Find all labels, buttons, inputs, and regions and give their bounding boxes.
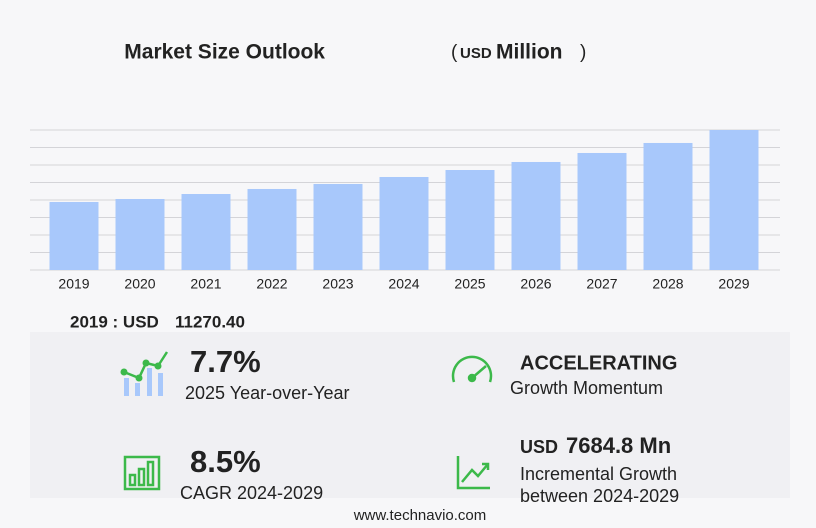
bar bbox=[181, 194, 231, 270]
yoy-value: 7.7% bbox=[190, 344, 261, 379]
x-tick-label: 2028 bbox=[652, 276, 683, 292]
chart-title: Market Size Outlook bbox=[124, 41, 325, 64]
x-tick-label: 2023 bbox=[322, 276, 353, 292]
bar bbox=[643, 142, 693, 270]
incremental-label: Incremental Growth bbox=[520, 464, 677, 484]
bar bbox=[445, 170, 495, 270]
momentum-label: Growth Momentum bbox=[510, 378, 663, 398]
x-tick-label: 2021 bbox=[190, 276, 221, 292]
x-tick-label: 2019 bbox=[58, 276, 89, 292]
momentum-icon bbox=[451, 355, 493, 383]
x-tick-label: 2022 bbox=[256, 276, 287, 292]
stats-panel bbox=[30, 332, 790, 498]
incremental-value: 7684.8 Mn bbox=[566, 433, 671, 458]
bar bbox=[49, 201, 99, 270]
incremental-icon bbox=[456, 456, 490, 490]
base-value: 11270.40 bbox=[175, 312, 245, 331]
momentum-value: ACCELERATING bbox=[520, 352, 677, 374]
cagr-value: 8.5% bbox=[190, 444, 261, 479]
x-tick-label: 2025 bbox=[454, 276, 485, 292]
bar bbox=[115, 198, 165, 270]
bars: 2019 2020 2021 2022 2023 2024 2025 2026 2027 2028… bbox=[49, 130, 759, 292]
bar bbox=[313, 183, 363, 270]
x-tick-label: 2026 bbox=[520, 276, 551, 292]
bar bbox=[247, 188, 297, 270]
unit-close: ) bbox=[580, 42, 586, 63]
bar bbox=[709, 130, 759, 270]
x-tick-label: 2024 bbox=[388, 276, 419, 292]
yoy-label: 2025 Year-over-Year bbox=[185, 383, 349, 403]
cagr-icon bbox=[123, 455, 161, 491]
bar bbox=[577, 152, 627, 270]
yoy-icon bbox=[120, 351, 169, 396]
bar bbox=[379, 176, 429, 270]
footer: www.technavio.com bbox=[353, 507, 487, 524]
incremental-label: between 2024-2029 bbox=[520, 486, 679, 506]
cagr-label: CAGR 2024-2029 bbox=[180, 483, 323, 503]
incremental-currency: USD bbox=[520, 437, 558, 457]
x-tick-label: 2029 bbox=[718, 276, 749, 292]
bar bbox=[511, 161, 561, 270]
unit-open: ( bbox=[451, 42, 458, 63]
x-tick-label: 2027 bbox=[586, 276, 617, 292]
unit-currency: USD bbox=[460, 45, 492, 62]
base-label: 2019 : USD bbox=[70, 312, 159, 331]
unit-name: Million bbox=[496, 41, 563, 64]
x-tick-label: 2020 bbox=[124, 276, 155, 292]
